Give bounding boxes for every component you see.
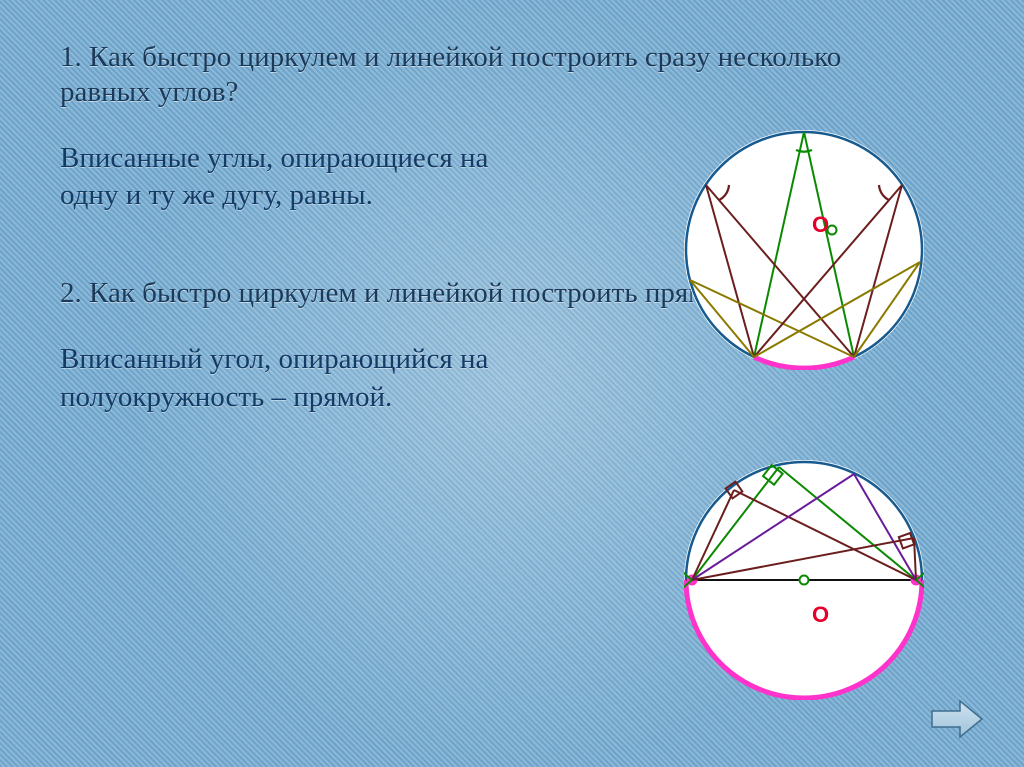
diagram-inscribed-semicircle-right-angle: О [684, 460, 924, 700]
diagram-inscribed-angles-equal: О [684, 130, 924, 370]
arrow-right-icon [930, 699, 984, 739]
next-slide-button[interactable] [930, 699, 984, 739]
q1-title: 1. Как быстро циркулем и линейкой постро… [60, 40, 880, 110]
center-label-1: О [812, 212, 829, 238]
slide: 1. Как быстро циркулем и линейкой постро… [0, 0, 1024, 767]
q1-body: Вписанные углы, опирающиеся на одну и ту… [60, 140, 490, 215]
q2-body: Вписанный угол, опирающийся на полуокруж… [60, 341, 490, 416]
center-label-2: О [812, 602, 829, 628]
